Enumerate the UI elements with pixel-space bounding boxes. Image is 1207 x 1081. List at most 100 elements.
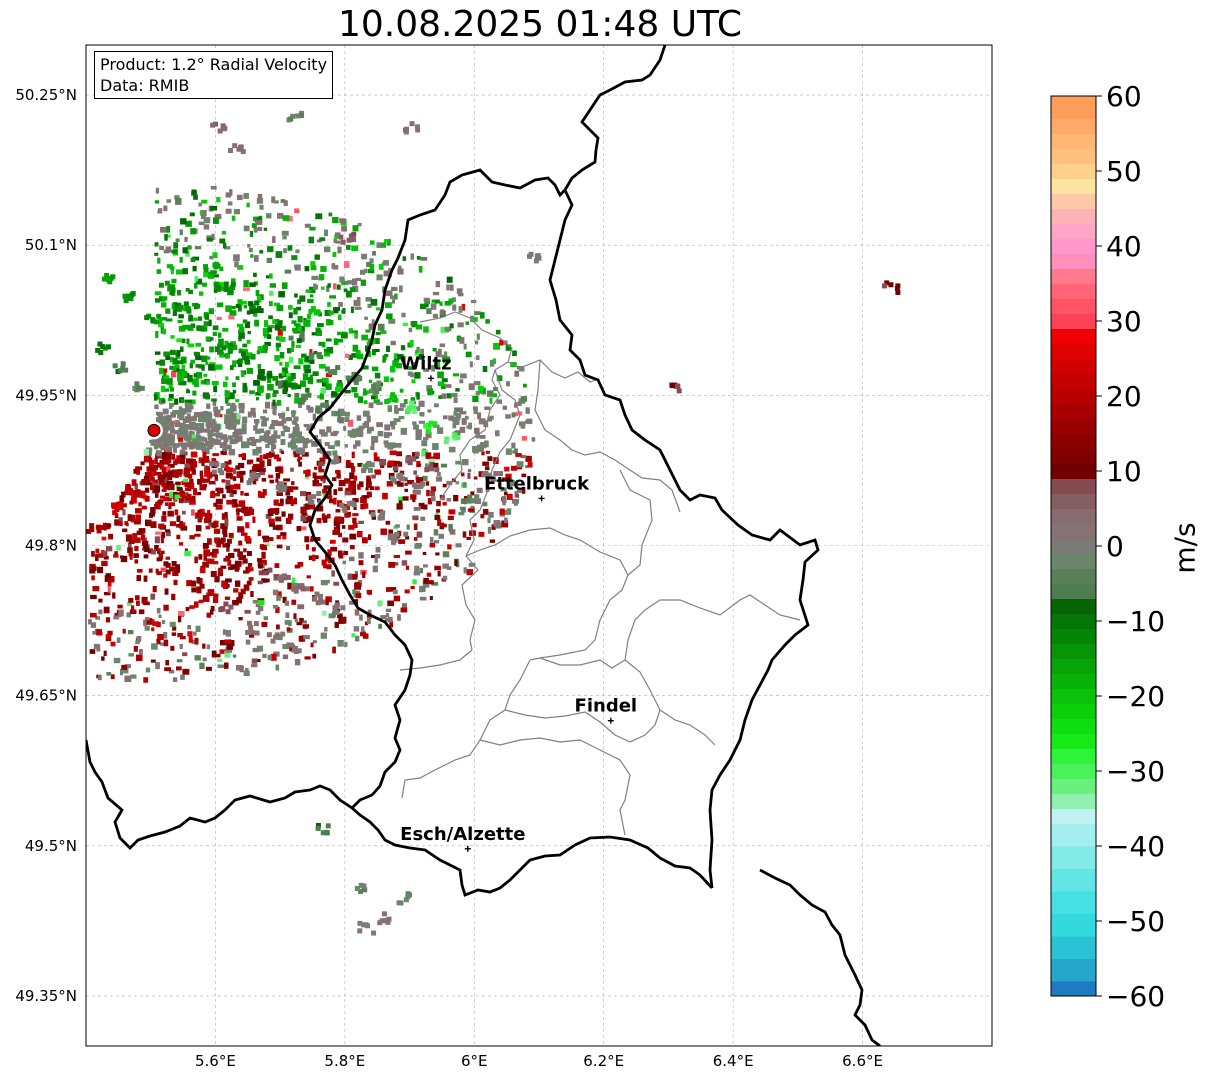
- echo-pixel: [174, 509, 179, 515]
- echo-pixel: [294, 659, 301, 666]
- echo-pixel: [300, 620, 307, 624]
- echo-pixel: [252, 448, 259, 456]
- echo-pixel: [487, 474, 493, 480]
- echo-pixel: [169, 566, 176, 572]
- echo-pixel: [295, 323, 300, 330]
- echo-pixel: [199, 470, 204, 476]
- echo-pixel: [198, 577, 203, 585]
- colorbar-segment: [1051, 253, 1096, 269]
- echo-pixel: [180, 356, 187, 364]
- echo-pixel: [261, 551, 266, 559]
- echo-pixel: [183, 301, 189, 307]
- echo-pixel: [474, 311, 481, 316]
- echo-pixel: [256, 350, 261, 355]
- echo-pixel: [213, 492, 220, 497]
- echo-pixel: [163, 631, 168, 639]
- echo-pixel: [286, 642, 292, 648]
- echo-pixel: [299, 295, 306, 302]
- echo-pixel: [238, 453, 246, 458]
- echo-pixel: [248, 577, 254, 581]
- echo-pixel: [259, 250, 264, 254]
- echo-pixel: [226, 538, 232, 544]
- echo-pixel: [238, 555, 244, 561]
- echo-pixel: [300, 491, 307, 497]
- echo-pixel: [187, 631, 193, 637]
- echo-pixel: [189, 496, 195, 502]
- echo-pixel: [192, 399, 196, 405]
- echo-pixel: [161, 620, 166, 625]
- echo-pixel: [215, 284, 221, 292]
- colorbar-segment: [1051, 703, 1096, 719]
- echo-pixel: [281, 371, 285, 377]
- echo-pixel: [370, 554, 376, 559]
- echo-pixel: [170, 472, 178, 478]
- lon-tick-label: 6°E: [461, 1052, 488, 1070]
- echo-pixel: [333, 340, 339, 345]
- echo-pixel: [312, 555, 319, 560]
- echo-pixel: [371, 349, 376, 356]
- echo-pixel: [439, 301, 443, 306]
- echo-pixel: [224, 650, 231, 658]
- echo-pixel: [160, 550, 165, 554]
- echo-pixel: [225, 467, 233, 473]
- lon-tick-label: 5.6°E: [195, 1052, 236, 1070]
- echo-pixel: [230, 344, 238, 351]
- echo-pixel: [178, 304, 184, 310]
- echo-pixel: [392, 589, 398, 595]
- echo-pixel: [396, 451, 403, 457]
- echo-pixel: [284, 600, 290, 606]
- echo-pixel: [320, 387, 326, 394]
- echo-pixel: [415, 489, 421, 495]
- echo-pixel: [150, 549, 156, 555]
- colorbar-segment: [1051, 778, 1096, 794]
- echo-pixel: [317, 593, 323, 599]
- echo-pixel: [301, 452, 309, 457]
- echo-pixel: [154, 485, 161, 493]
- echo-pixel: [233, 254, 240, 262]
- echo-pixel: [441, 393, 447, 399]
- echo-pixel: [422, 564, 428, 568]
- echo-pixel: [218, 567, 223, 574]
- echo-pixel: [455, 460, 462, 465]
- echo-pixel: [236, 413, 240, 420]
- echo-pixel: [246, 580, 252, 586]
- echo-pixel: [413, 424, 419, 430]
- echo-pixel: [138, 609, 145, 615]
- echo-pixel: [339, 218, 346, 223]
- echo-pixel: [167, 510, 174, 517]
- echo-pixel: [335, 411, 341, 417]
- echo-pixel: [239, 408, 245, 414]
- echo-pixel: [349, 545, 355, 550]
- echo-pixel: [430, 486, 437, 492]
- echo-pixel: [314, 476, 318, 482]
- echo-pixel: [293, 382, 298, 387]
- echo-pixel: [263, 227, 267, 231]
- echo-pixel: [274, 434, 281, 439]
- echo-pixel: [291, 582, 298, 587]
- echo-pixel: [171, 593, 176, 601]
- echo-pixel: [98, 598, 103, 603]
- echo-pixel: [225, 555, 231, 562]
- echo-pixel: [293, 451, 300, 458]
- echo-pixel: [229, 189, 233, 196]
- echo-pixel: [472, 406, 478, 411]
- echo-pixel: [267, 436, 273, 443]
- echo-pixel: [291, 410, 297, 415]
- echo-pixel: [452, 297, 456, 302]
- echo-pixel: [294, 293, 298, 298]
- echo-pixel: [528, 251, 534, 257]
- echo-pixel: [195, 525, 202, 532]
- echo-pixel: [285, 612, 290, 619]
- echo-pixel: [507, 493, 513, 500]
- echo-pixel: [281, 511, 286, 517]
- echo-pixel: [193, 373, 197, 378]
- echo-pixel: [410, 397, 416, 401]
- echo-pixel: [512, 450, 518, 454]
- echo-pixel: [298, 461, 302, 467]
- echo-pixel: [325, 338, 332, 342]
- echo-pixel: [207, 429, 212, 436]
- echo-pixel: [311, 494, 317, 500]
- echo-pixel: [229, 285, 235, 291]
- echo-pixel: [251, 223, 257, 228]
- echo-pixel: [206, 403, 211, 409]
